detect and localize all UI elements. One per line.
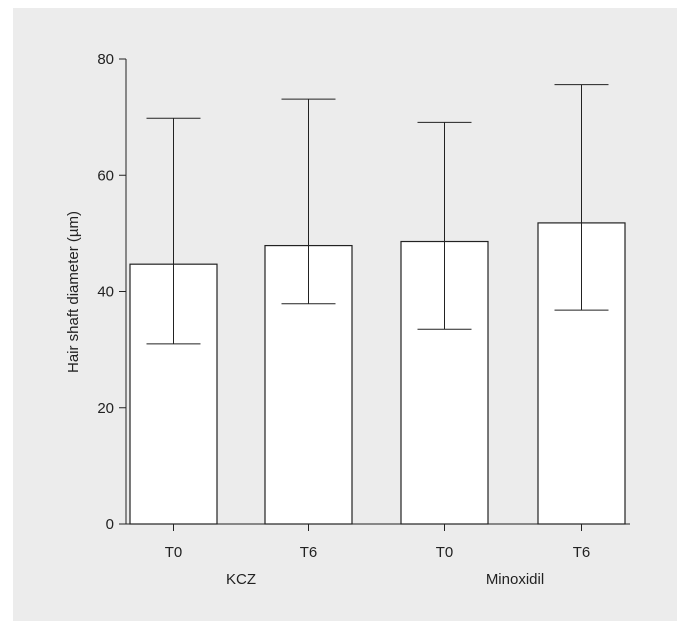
- y-tick-label: 60: [97, 167, 114, 184]
- error-bars: [146, 84, 609, 345]
- y-tick-label: 20: [97, 400, 114, 417]
- x-category-label: T0: [165, 544, 183, 561]
- bars: [129, 222, 626, 525]
- x-category-label: T0: [436, 544, 454, 561]
- group-label: KCZ: [226, 571, 256, 588]
- group-label: Minoxidil: [486, 571, 544, 588]
- x-category-label: T6: [573, 544, 591, 561]
- y-tick-label: 80: [97, 51, 114, 68]
- axes: 0 20 40 60 80: [97, 51, 630, 533]
- labels: T0 T6 T0 T6 KCZ Minoxidil: [165, 544, 591, 588]
- y-tick-label: 40: [97, 284, 114, 301]
- x-category-label: T6: [300, 544, 318, 561]
- bar: [129, 263, 218, 525]
- y-tick-label: 0: [106, 516, 114, 533]
- y-axis-title: Hair shaft diameter (µm): [65, 211, 82, 373]
